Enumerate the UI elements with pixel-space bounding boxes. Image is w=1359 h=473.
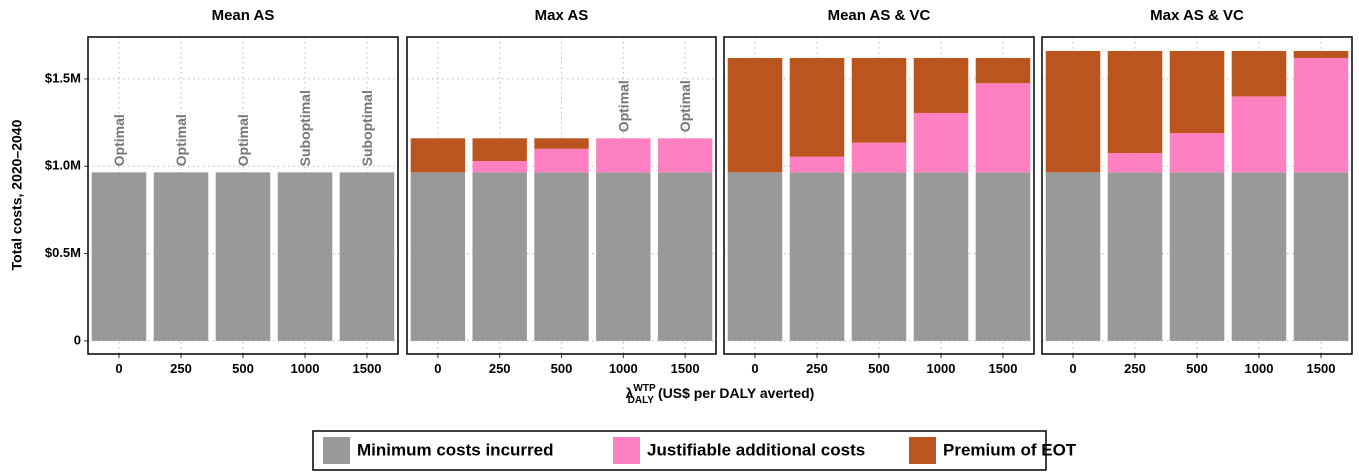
bar-segment [534,148,589,173]
bar-segment [91,172,147,341]
x-tick-label: 500 [868,361,890,376]
bar-segment [789,156,845,173]
legend-label: Premium of EOT [943,440,1077,459]
bar-segment [534,138,589,149]
x-axis-label: λWTP DALY (US$ per DALY averted) [626,383,815,406]
annotation: Optimal [615,80,631,132]
x-tick-label: 1500 [353,361,382,376]
y-tick-label: $1.0M [45,158,81,173]
bar-segment [727,172,783,341]
bar-segment [657,172,713,341]
bar-segment [596,138,651,173]
bar-segment [1293,172,1349,341]
annotation: Suboptimal [359,90,375,166]
bar-segment [1231,96,1287,173]
x-tick-label: 0 [434,361,441,376]
panel-title: Mean AS & VC [828,7,931,24]
x-tick-label: 250 [806,361,828,376]
panel-title: Max AS [535,7,589,24]
x-tick-label: 1000 [1245,361,1274,376]
x-tick-label: 500 [232,361,254,376]
bar-segment [215,172,271,341]
legend-swatch [613,437,640,464]
bar-segment [851,142,907,173]
legend-label: Justifiable additional costs [647,440,865,459]
bar-segment [1107,153,1163,173]
x-tick-label: 0 [115,361,122,376]
x-tick-label: 0 [751,361,758,376]
bar-segment [153,172,209,341]
bar-segment [472,138,527,162]
bar-segment [277,172,333,341]
bar-segment [1231,50,1287,97]
bar-segment [1107,172,1163,341]
bar-segment [534,172,589,341]
y-axis-label: Total costs, 2020–2040 [9,119,25,270]
bar-segment [1169,50,1225,134]
bar-segment [913,112,969,173]
x-tick-label: 250 [489,361,511,376]
annotation: Optimal [111,114,127,166]
annotation: Optimal [677,80,693,132]
y-tick-label: 0 [74,332,81,347]
panel-border [723,36,1035,355]
bar-segment [1169,172,1225,341]
bar-segment [975,57,1031,84]
panel-title: Mean AS [212,7,275,24]
bar-segment [1293,50,1349,58]
x-axis-superscript: WTP [633,383,656,394]
x-tick-label: 1000 [927,361,956,376]
x-tick-label: 250 [1124,361,1146,376]
annotation: Optimal [235,114,251,166]
bar-segment [1169,133,1225,173]
x-tick-label: 500 [1186,361,1208,376]
bar-segment [1231,172,1287,341]
bar-segment [851,57,907,143]
x-tick-label: 0 [1069,361,1076,376]
bar-segment [596,172,651,341]
legend-label: Minimum costs incurred [357,440,553,459]
x-axis-symbol: λ [626,385,634,401]
bar-segment [472,161,527,173]
bar-segment [975,83,1031,173]
bar-segment [913,172,969,341]
bar-segment [472,172,527,341]
annotation: Optimal [173,114,189,166]
legend-swatch [323,437,350,464]
x-tick-label: 1500 [1307,361,1336,376]
bar-segment [1293,57,1349,173]
bar-segment [657,138,713,173]
annotation: Suboptimal [297,90,313,166]
legend-swatch [909,437,936,464]
panel-title: Max AS & VC [1150,7,1244,24]
x-tick-label: 1500 [989,361,1018,376]
x-axis-text: (US$ per DALY averted) [658,385,814,401]
bar-segment [851,172,907,341]
x-axis-subscript: DALY [628,395,655,406]
panel-border [406,36,717,355]
x-tick-label: 250 [170,361,192,376]
x-tick-label: 1000 [609,361,638,376]
bar-segment [789,172,845,341]
panel-border [87,36,399,355]
x-tick-label: 1500 [671,361,700,376]
bar-segment [339,172,395,341]
bar-segment [1045,50,1101,173]
x-tick-label: 1000 [291,361,320,376]
bar-segment [410,138,466,173]
y-tick-label: $1.5M [45,70,81,85]
bar-segment [913,57,969,113]
bar-segment [1045,172,1101,341]
bar-segment [975,172,1031,341]
bar-segment [789,57,845,157]
panel-border [1041,36,1353,355]
y-tick-label: $0.5M [45,245,81,260]
bar-segment [410,172,466,341]
bar-segment [1107,50,1163,154]
x-tick-label: 500 [551,361,573,376]
bar-segment [727,57,783,173]
